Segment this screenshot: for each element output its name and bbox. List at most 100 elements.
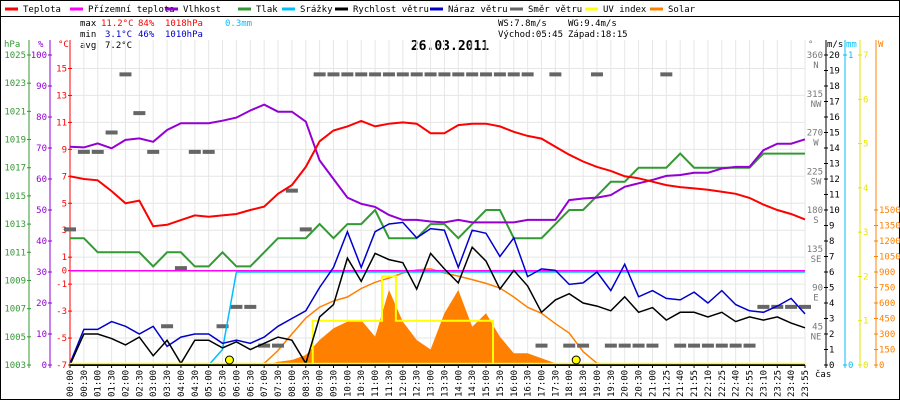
wind-direction-point bbox=[438, 72, 451, 77]
wind-direction-point bbox=[701, 343, 714, 348]
humidity-tick-label: 30 bbox=[36, 268, 47, 278]
series-vlhkost-line bbox=[69, 103, 806, 224]
pressure-tick-label: 1009 bbox=[4, 276, 26, 286]
wind-speed-tick-label: 10 bbox=[829, 206, 840, 216]
axis-unit-label: mm bbox=[846, 40, 857, 50]
wind-speed-tick-label: 5 bbox=[829, 284, 834, 294]
stats-min-press: 1010hPa bbox=[165, 30, 203, 40]
x-tick-label: 23:10 bbox=[759, 370, 769, 397]
stats-max-press: 1018hPa bbox=[165, 19, 203, 29]
temperature-tick-label: 7 bbox=[62, 172, 67, 182]
x-tick-label: 02:30 bbox=[135, 370, 145, 397]
solar-tick-label: 600 bbox=[879, 299, 895, 309]
wind-direction-point bbox=[299, 227, 312, 232]
humidity-tick-label: 60 bbox=[36, 175, 47, 185]
x-axis-label: čas bbox=[815, 369, 831, 380]
x-tick-label: 03:00 bbox=[149, 370, 159, 397]
wind-direction-point bbox=[452, 72, 465, 77]
uv-tick-label: 3 bbox=[863, 228, 868, 238]
stats-wind-gust: WG:9.4m/s bbox=[568, 19, 617, 29]
wind-direction-point bbox=[258, 343, 271, 348]
wind-speed-tick-label: 0 bbox=[829, 361, 834, 371]
x-tick-label: 06:30 bbox=[246, 370, 256, 397]
x-tick-label: 15:30 bbox=[496, 370, 506, 397]
wind-direction-point bbox=[285, 188, 298, 193]
wind-speed-tick-label: 1 bbox=[829, 346, 834, 356]
x-tick-label: 09:30 bbox=[329, 370, 339, 397]
direction-tick-label: 315 bbox=[807, 90, 823, 100]
x-tick-label: 22:25 bbox=[718, 370, 728, 397]
wind-speed-tick-label: 19 bbox=[829, 67, 840, 77]
wind-speed-tick-label: 20 bbox=[829, 51, 840, 61]
legend-label: Náraz větru bbox=[448, 5, 508, 15]
legend-label: Teplota bbox=[23, 5, 61, 15]
wind-direction-point bbox=[174, 266, 187, 271]
wind-direction-point bbox=[230, 304, 243, 309]
wind-direction-point bbox=[660, 72, 673, 77]
humidity-tick-label: 80 bbox=[36, 113, 47, 123]
stats-min-hum: 46% bbox=[138, 30, 155, 40]
x-tick-label: 18:00 bbox=[565, 370, 575, 397]
legend-label: Tlak bbox=[256, 5, 278, 15]
wind-direction-point bbox=[618, 343, 631, 348]
wind-speed-tick-label: 12 bbox=[829, 175, 840, 185]
solar-tick-label: 1200 bbox=[879, 237, 900, 247]
grid bbox=[69, 40, 806, 366]
rain-tick-label: 0 bbox=[848, 361, 853, 371]
wind-speed-tick-label: 16 bbox=[829, 113, 840, 123]
x-tick-label: 08:00 bbox=[288, 370, 298, 397]
humidity-tick-label: 10 bbox=[36, 330, 47, 340]
x-tick-label: 01:00 bbox=[94, 370, 104, 397]
x-tick-label: 20:30 bbox=[635, 370, 645, 397]
uv-tick-label: 2 bbox=[863, 272, 868, 282]
legend-label: Přízemní teplota bbox=[88, 5, 175, 15]
direction-tick-label: 180 bbox=[807, 206, 823, 216]
wind-direction-point bbox=[202, 149, 215, 154]
wind-speed-tick-label: 2 bbox=[829, 330, 834, 340]
rain-tick-label: 1 bbox=[848, 51, 853, 61]
series-tlak-line bbox=[70, 152, 805, 268]
x-tick-label: 14:30 bbox=[468, 370, 478, 397]
wind-direction-point bbox=[147, 149, 160, 154]
wind-direction-point bbox=[507, 72, 520, 77]
wind-direction-point bbox=[590, 72, 603, 77]
temperature-tick-label: 15 bbox=[56, 64, 67, 74]
wind-direction-point bbox=[674, 343, 687, 348]
direction-tick-label: 270 bbox=[807, 129, 823, 139]
direction-compass-label: E bbox=[813, 294, 818, 304]
stats-max-rain: 0.3mm bbox=[225, 19, 252, 29]
wind-direction-point bbox=[493, 72, 506, 77]
x-tick-label: 02:00 bbox=[121, 370, 131, 397]
uv-tick-label: 5 bbox=[863, 140, 868, 150]
axis-unit-label: W bbox=[878, 40, 884, 50]
wind-direction-point bbox=[563, 343, 576, 348]
direction-compass-label: N bbox=[813, 61, 818, 71]
wind-direction-point bbox=[535, 343, 548, 348]
legend-label: UV index bbox=[603, 5, 647, 15]
pressure-tick-label: 1025 bbox=[4, 51, 26, 61]
legend-label: Směr větru bbox=[528, 5, 582, 15]
wind-direction-point bbox=[119, 72, 132, 77]
x-tick-label: 06:00 bbox=[232, 370, 242, 397]
direction-compass-label: NE bbox=[811, 332, 822, 342]
uv-tick-label: 1 bbox=[863, 317, 868, 327]
x-tick-label: 13:30 bbox=[440, 370, 450, 397]
x-tick-label: 10:00 bbox=[343, 370, 353, 397]
wind-direction-point bbox=[715, 343, 728, 348]
solar-tick-label: 450 bbox=[879, 315, 895, 325]
series-rychlost-vetru-line bbox=[69, 245, 806, 366]
x-tick-label: 19:00 bbox=[593, 370, 603, 397]
humidity-tick-label: 20 bbox=[36, 299, 47, 309]
pressure-tick-label: 1017 bbox=[4, 164, 26, 174]
x-tick-label: 12:30 bbox=[413, 370, 423, 397]
humidity-tick-label: 40 bbox=[36, 237, 47, 247]
stats-avg-temp: 7.2°C bbox=[105, 41, 132, 51]
x-tick-label: 21:25 bbox=[662, 370, 672, 397]
pressure-tick-label: 1003 bbox=[4, 361, 26, 371]
pressure-tick-label: 1021 bbox=[4, 107, 26, 117]
plot-area bbox=[64, 72, 811, 366]
x-tick-label: 16:00 bbox=[510, 370, 520, 397]
wind-direction-point bbox=[327, 72, 340, 77]
solar-tick-label: 300 bbox=[879, 330, 895, 340]
wind-speed-tick-label: 17 bbox=[829, 98, 840, 108]
